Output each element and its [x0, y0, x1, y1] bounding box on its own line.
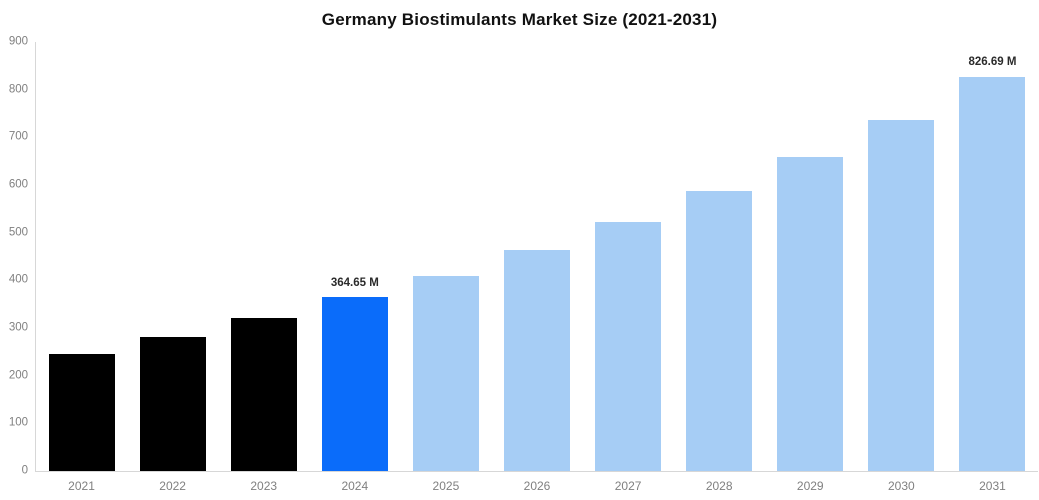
y-tick-label: 500	[8, 225, 28, 238]
bar	[412, 275, 479, 471]
y-tick-label: 200	[8, 368, 28, 381]
y-tick-label: 300	[8, 321, 28, 334]
bar	[868, 120, 935, 471]
bar	[777, 157, 844, 471]
y-tick-label: 0	[21, 464, 28, 477]
x-tick-label: 2024	[341, 479, 369, 493]
y-tick-label: 600	[8, 178, 28, 191]
chart-title: Germany Biostimulants Market Size (2021-…	[321, 10, 718, 29]
y-tick-label: 100	[8, 416, 28, 429]
x-tick-label: 2029	[796, 479, 824, 493]
bar-value-label: 364.65 M	[330, 276, 379, 289]
y-tick-label: 400	[8, 273, 28, 286]
x-tick-label: 2028	[705, 479, 733, 493]
bar	[686, 190, 753, 471]
x-tick-label: 2031	[979, 479, 1006, 493]
bar-value-label: 826.69 M	[968, 56, 1017, 69]
bar	[139, 336, 206, 471]
bar	[959, 76, 1026, 471]
x-tick-label: 2026	[523, 479, 551, 493]
y-tick-label: 700	[8, 130, 28, 143]
bar	[321, 297, 388, 471]
y-tick-label: 900	[8, 35, 28, 48]
bar	[595, 221, 662, 471]
x-tick-label: 2021	[68, 479, 95, 493]
bar	[230, 318, 297, 471]
x-tick-label: 2030	[888, 479, 915, 493]
x-tick-label: 2025	[432, 479, 460, 493]
y-tick-label: 800	[8, 82, 28, 95]
bar	[48, 354, 115, 471]
x-tick-label: 2027	[614, 479, 642, 493]
x-tick-label: 2022	[159, 479, 186, 493]
x-tick-label: 2023	[250, 479, 278, 493]
bar	[504, 249, 570, 471]
plot-area: 0 100 200 300 400 500 600 700 800 900 2021 2022 2023…	[9, 36, 1038, 492]
